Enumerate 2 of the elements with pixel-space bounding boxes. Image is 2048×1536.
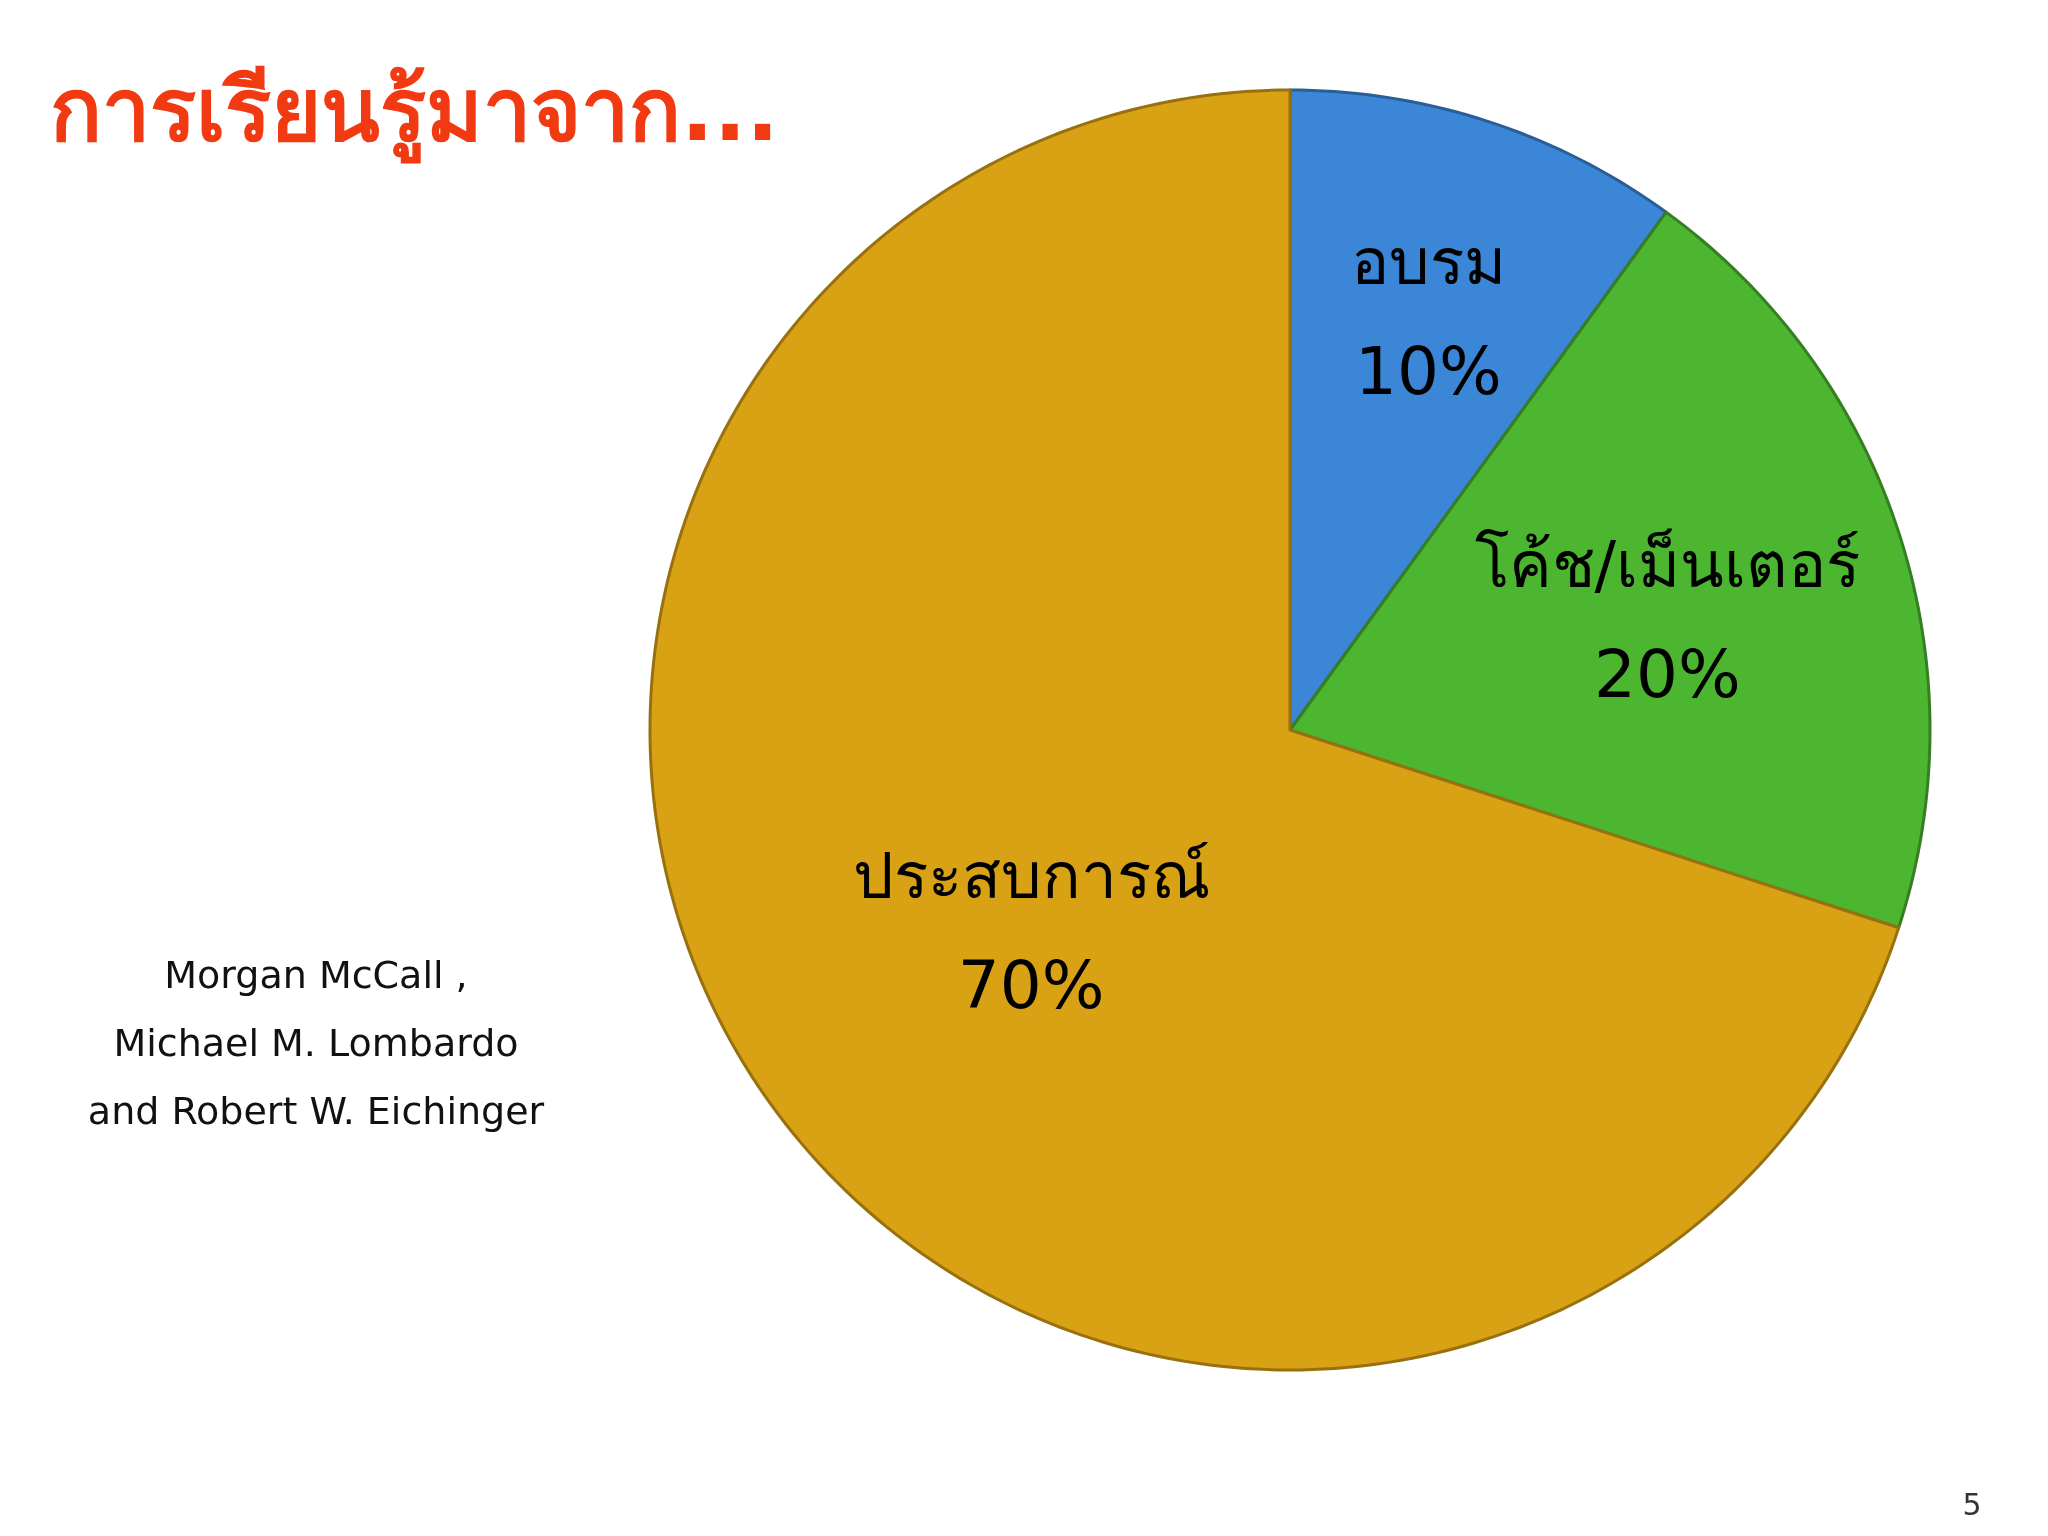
annotation: 5 <box>1962 1487 1982 1522</box>
annotation: Morgan McCall , Michael M. Lombardo and Robert W. Eichinger <box>87 953 545 1133</box>
